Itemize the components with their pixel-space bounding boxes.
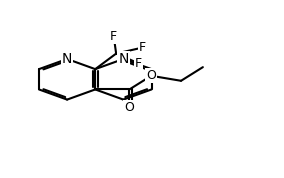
Text: F: F: [110, 30, 117, 43]
Text: N: N: [62, 52, 72, 66]
Text: O: O: [124, 101, 134, 114]
Text: F: F: [139, 41, 146, 54]
Text: F: F: [135, 57, 142, 70]
Text: N: N: [118, 52, 129, 66]
Text: O: O: [146, 69, 156, 82]
